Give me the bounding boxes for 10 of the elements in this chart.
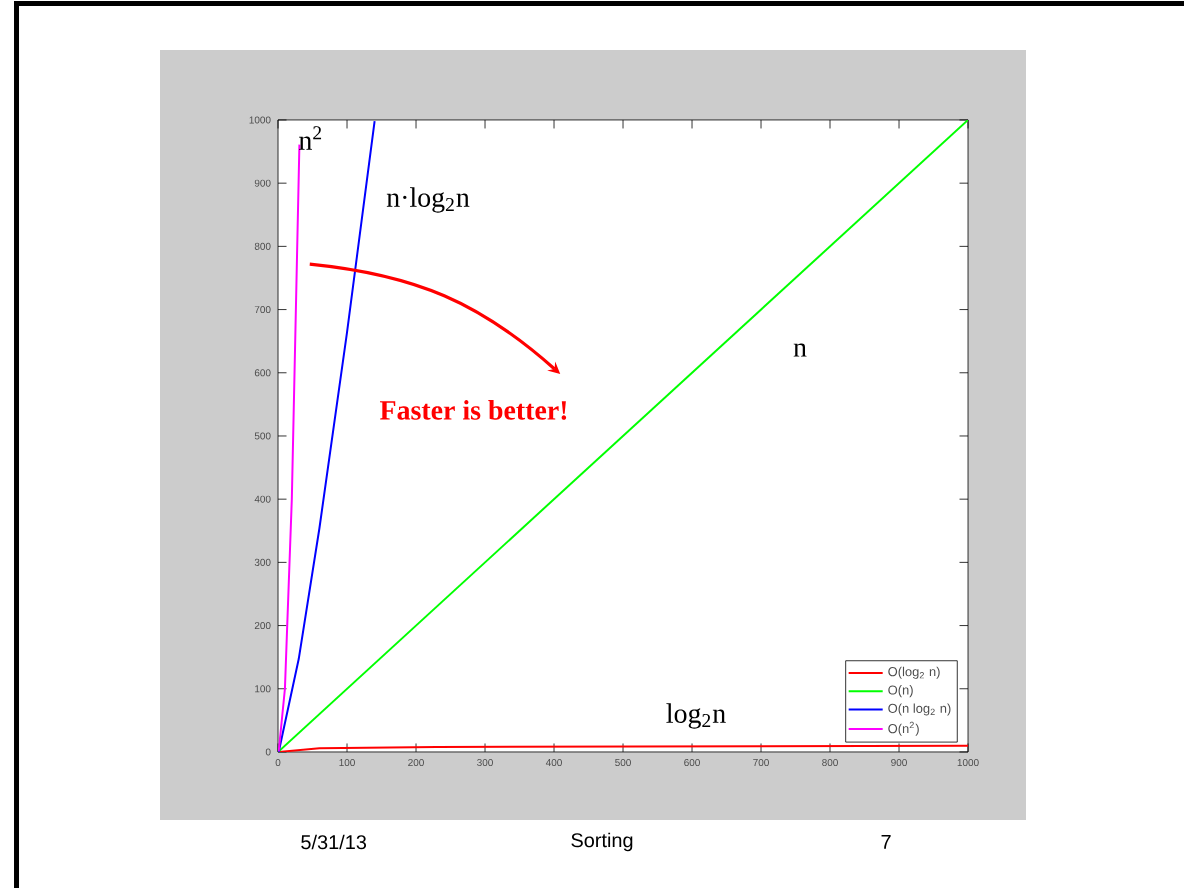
annotation: n·log$_{2}$n <box>386 187 470 213</box>
text: Sorting <box>571 832 633 852</box>
annotation: n$^{2}$ <box>299 126 322 150</box>
line-series <box>278 120 376 752</box>
text: 5/31/13 <box>301 834 367 850</box>
annotation: n <box>793 343 807 357</box>
annotation: Faster is better! <box>379 400 567 420</box>
text: 7 <box>881 835 891 849</box>
annotation: log$_{2}$n <box>666 703 726 729</box>
line-series <box>278 143 301 752</box>
